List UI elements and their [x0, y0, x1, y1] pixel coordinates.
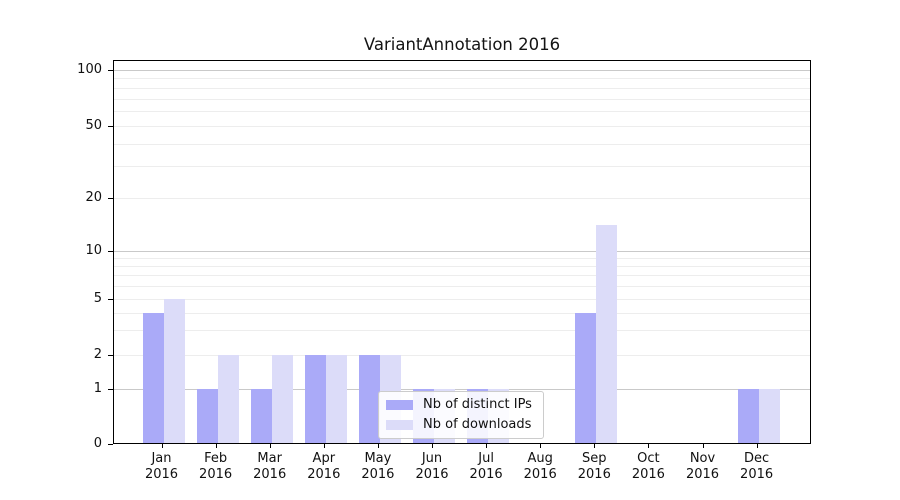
bar-distinct-ips	[358, 355, 380, 443]
bar-downloads	[596, 225, 618, 443]
x-tick-label: May 2016	[361, 451, 395, 482]
bar-distinct-ips	[737, 388, 759, 443]
gridline-major	[114, 69, 810, 71]
bar-downloads	[758, 388, 780, 443]
gridline-major	[114, 388, 810, 390]
x-tick-mark	[216, 444, 217, 448]
legend-swatch-distinct-ips	[386, 400, 413, 410]
bar-downloads	[271, 355, 293, 443]
x-tick-label: Feb 2016	[199, 451, 233, 482]
gridline-minor	[114, 126, 810, 127]
y-tick-label: 50	[85, 118, 102, 133]
y-tick-label: 0	[93, 435, 102, 451]
bar-downloads	[217, 355, 239, 443]
y-tick-label: 1	[93, 380, 102, 396]
x-tick-mark	[324, 444, 325, 448]
legend-item-downloads: Nb of downloads	[386, 417, 532, 433]
legend: Nb of distinct IPs Nb of downloads	[378, 391, 544, 439]
gridline-minor	[114, 266, 810, 268]
x-tick-label: Sep 2016	[577, 451, 611, 482]
y-tick-label: 20	[85, 190, 102, 205]
y-tick-label: 5	[93, 291, 102, 306]
x-tick-label: Jul 2016	[469, 451, 503, 482]
x-tick-mark	[703, 444, 704, 448]
gridline-minor	[114, 78, 810, 80]
gridline-minor	[114, 257, 810, 259]
y-tick-mark	[108, 389, 113, 390]
legend-swatch-downloads	[386, 420, 413, 430]
gridline-minor	[114, 198, 810, 199]
y-tick-mark	[108, 251, 113, 252]
x-tick-label: Oct 2016	[631, 451, 665, 482]
gridline-minor	[114, 286, 810, 288]
x-tick-mark	[162, 444, 163, 448]
y-tick-mark	[108, 444, 113, 445]
x-tick-mark	[378, 444, 379, 448]
x-tick-label: Apr 2016	[307, 451, 341, 482]
gridline-minor	[114, 355, 810, 356]
gridline-minor	[114, 143, 810, 145]
y-tick-label: 10	[85, 242, 102, 258]
gridline-minor	[114, 98, 810, 100]
x-tick-mark	[270, 444, 271, 448]
gridline-minor	[114, 166, 810, 168]
gridline-major	[114, 250, 810, 252]
y-tick-mark	[108, 299, 113, 300]
legend-label-downloads: Nb of downloads	[423, 417, 532, 432]
x-tick-label: Dec 2016	[740, 451, 774, 482]
x-tick-mark	[540, 444, 541, 448]
gridline-minor	[114, 299, 810, 300]
legend-label-distinct-ips: Nb of distinct IPs	[423, 397, 532, 412]
gridline-minor	[114, 330, 810, 332]
plot-area	[113, 60, 811, 444]
y-tick-label: 100	[77, 61, 102, 77]
bar-distinct-ips	[304, 355, 326, 443]
y-tick-mark	[108, 355, 113, 356]
x-tick-label: Aug 2016	[523, 451, 557, 482]
bar-distinct-ips	[196, 388, 218, 443]
gridline-minor	[114, 111, 810, 113]
y-tick-mark	[108, 198, 113, 199]
bar-downloads	[325, 355, 347, 443]
gridline-minor	[114, 312, 810, 314]
x-tick-mark	[594, 444, 595, 448]
y-tick-mark	[108, 70, 113, 71]
x-tick-label: Jan 2016	[144, 451, 179, 482]
bar-distinct-ips	[250, 388, 272, 443]
y-tick-label: 2	[93, 347, 102, 362]
gridline-minor	[114, 87, 810, 89]
legend-item-distinct-ips: Nb of distinct IPs	[386, 397, 532, 413]
chart-title: VariantAnnotation 2016	[363, 35, 561, 54]
bar-distinct-ips	[142, 312, 164, 443]
x-tick-mark	[648, 444, 649, 448]
y-tick-mark	[108, 126, 113, 127]
bar-downloads	[163, 299, 185, 443]
x-tick-label: Jun 2016	[415, 451, 449, 482]
gridline-minor	[114, 275, 810, 277]
bar-distinct-ips	[575, 312, 597, 443]
x-tick-mark	[757, 444, 758, 448]
x-tick-label: Nov 2016	[685, 451, 720, 482]
x-tick-label: Mar 2016	[253, 451, 287, 482]
x-tick-mark	[432, 444, 433, 448]
x-tick-mark	[486, 444, 487, 448]
